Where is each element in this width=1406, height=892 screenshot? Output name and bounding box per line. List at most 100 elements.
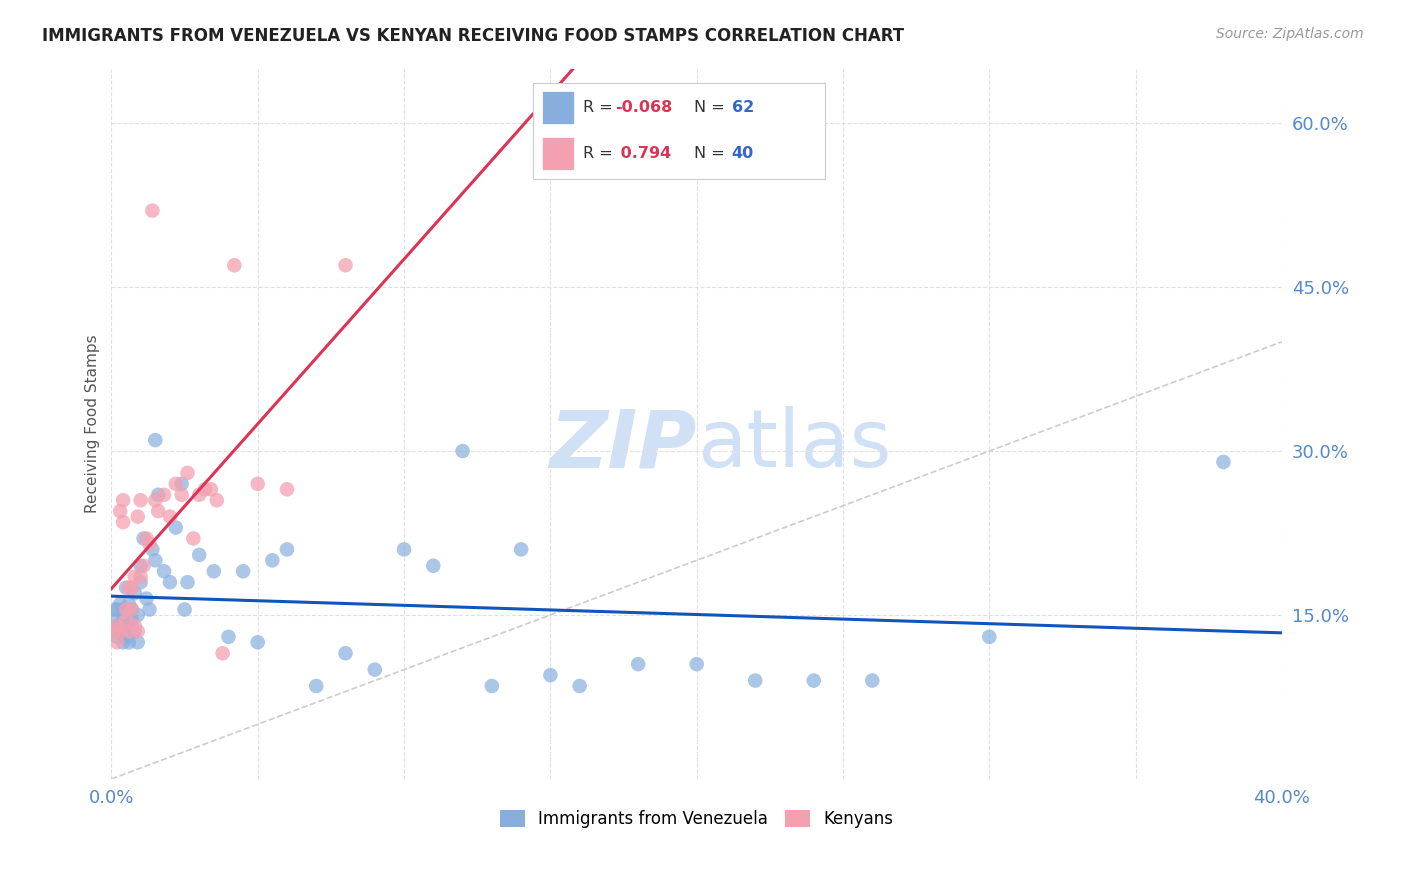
Point: [194, 483, 217, 497]
Point: [105, 635, 128, 649]
Point: [115, 630, 138, 644]
Point: [115, 602, 138, 616]
Point: [627, 657, 650, 672]
Point: [979, 630, 1001, 644]
Point: [170, 476, 193, 491]
Point: [121, 602, 143, 616]
Point: [143, 433, 166, 447]
Point: [118, 581, 141, 595]
Point: [481, 679, 503, 693]
Point: [364, 663, 387, 677]
Point: [141, 203, 163, 218]
Point: [103, 614, 125, 628]
Point: [124, 570, 146, 584]
Point: [170, 488, 193, 502]
Point: [538, 668, 561, 682]
Point: [148, 488, 170, 502]
Point: [143, 553, 166, 567]
Point: [176, 466, 198, 480]
Point: [202, 564, 225, 578]
Point: [112, 515, 135, 529]
Point: [121, 581, 143, 595]
Point: [422, 558, 444, 573]
Point: [108, 504, 131, 518]
Point: [121, 614, 143, 628]
Point: [217, 630, 239, 644]
Point: [135, 591, 157, 606]
Point: [115, 619, 138, 633]
Point: [138, 602, 160, 616]
Point: [127, 509, 149, 524]
Point: [118, 635, 141, 649]
Text: atlas: atlas: [697, 406, 891, 484]
Point: [276, 542, 298, 557]
Point: [568, 679, 591, 693]
Point: [124, 619, 146, 633]
Point: [246, 476, 269, 491]
Point: [118, 624, 141, 639]
Point: [165, 476, 187, 491]
Point: [132, 532, 155, 546]
Point: [803, 673, 825, 688]
Point: [103, 624, 125, 639]
Point: [183, 532, 205, 546]
Point: [188, 488, 211, 502]
Point: [744, 673, 766, 688]
Point: [205, 493, 228, 508]
Point: [127, 624, 149, 639]
Point: [246, 635, 269, 649]
Point: [510, 542, 533, 557]
Point: [108, 597, 131, 611]
Point: [127, 607, 149, 622]
Point: [121, 602, 143, 616]
Point: [108, 619, 131, 633]
Point: [115, 581, 138, 595]
Point: [108, 624, 131, 639]
Point: [159, 509, 181, 524]
Point: [686, 657, 709, 672]
Point: [105, 602, 128, 616]
Point: [127, 635, 149, 649]
Point: [211, 646, 233, 660]
Text: ZIP: ZIP: [550, 406, 697, 484]
Point: [105, 630, 128, 644]
Point: [165, 520, 187, 534]
Point: [112, 602, 135, 616]
Point: [392, 542, 415, 557]
Point: [335, 646, 357, 660]
Point: [129, 493, 152, 508]
Point: [105, 619, 128, 633]
Point: [138, 537, 160, 551]
Point: [129, 575, 152, 590]
Point: [118, 619, 141, 633]
Point: [159, 575, 181, 590]
Point: [118, 597, 141, 611]
Point: [1212, 455, 1234, 469]
Point: [176, 575, 198, 590]
Point: [132, 558, 155, 573]
Point: [112, 614, 135, 628]
Point: [860, 673, 883, 688]
Point: [115, 614, 138, 628]
Point: [135, 532, 157, 546]
Point: [148, 504, 170, 518]
Point: [200, 483, 222, 497]
Text: IMMIGRANTS FROM VENEZUELA VS KENYAN RECEIVING FOOD STAMPS CORRELATION CHART: IMMIGRANTS FROM VENEZUELA VS KENYAN RECE…: [42, 27, 904, 45]
Text: Source: ZipAtlas.com: Source: ZipAtlas.com: [1216, 27, 1364, 41]
Point: [451, 444, 474, 458]
Point: [124, 586, 146, 600]
Point: [112, 493, 135, 508]
Point: [143, 493, 166, 508]
Point: [141, 542, 163, 557]
Point: [173, 602, 195, 616]
Point: [108, 624, 131, 639]
Point: [153, 488, 176, 502]
Point: [153, 564, 176, 578]
Point: [129, 570, 152, 584]
Point: [305, 679, 328, 693]
Point: [188, 548, 211, 562]
Point: [224, 258, 246, 272]
Point: [103, 602, 125, 616]
Legend: Immigrants from Venezuela, Kenyans: Immigrants from Venezuela, Kenyans: [494, 803, 900, 835]
Point: [232, 564, 254, 578]
